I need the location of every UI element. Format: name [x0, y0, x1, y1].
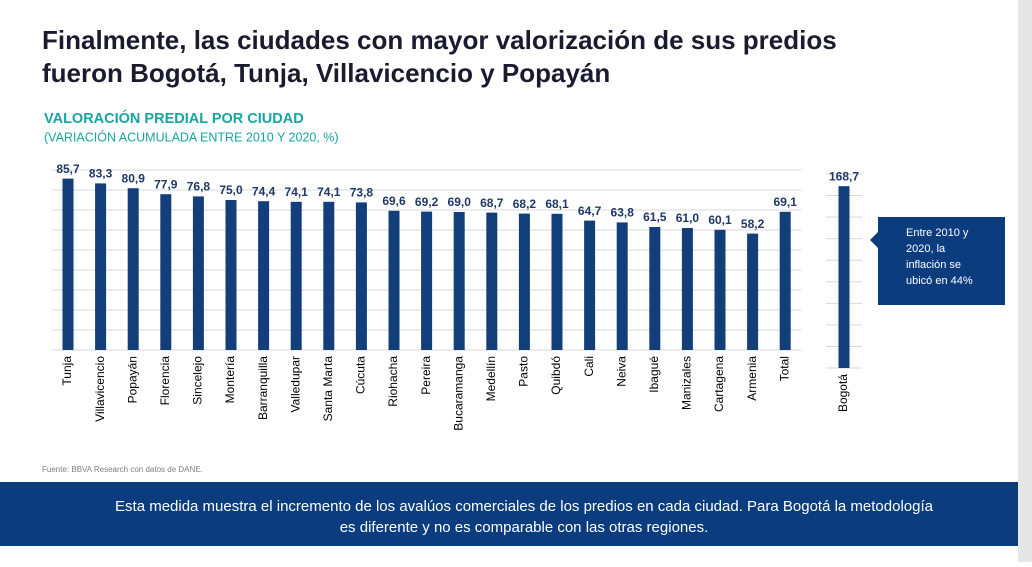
footer-text: Esta medida muestra el incremento de los… — [115, 498, 934, 515]
x-tick-label: Medellín — [484, 356, 498, 401]
x-tick-label: Neiva — [614, 356, 628, 387]
x-tick-label: Florencia — [158, 356, 172, 406]
slide-title: Finalmente, las ciudades con mayor valor… — [42, 25, 837, 55]
data-label: 69,2 — [415, 195, 439, 209]
footer-band — [0, 482, 1018, 546]
data-label: 77,9 — [154, 177, 178, 191]
bar — [421, 211, 433, 350]
data-label: 74,4 — [252, 184, 276, 198]
data-label: 73,8 — [350, 186, 374, 200]
source: Fuente: BBVA Research con datos de DANE. — [42, 465, 203, 474]
slide-title: fueron Bogotá, Tunja, Villavicencio y Po… — [42, 58, 610, 88]
bar — [192, 196, 204, 350]
bar — [388, 210, 400, 350]
x-tick-label: Montería — [223, 356, 237, 404]
bar — [486, 212, 498, 350]
data-label: 168,7 — [829, 169, 859, 183]
data-label: 68,1 — [545, 197, 569, 211]
callout-text: Entre 2010 y — [906, 227, 969, 239]
x-tick-label: Cartagena — [712, 356, 726, 412]
bar — [355, 202, 367, 350]
bar — [551, 213, 563, 350]
data-label: 64,7 — [578, 204, 602, 218]
x-tick-label: Sincelejo — [191, 356, 205, 405]
footer-text: es diferente y no es comparable con las … — [340, 519, 709, 536]
callout-text: 2020, la — [906, 243, 946, 255]
x-tick-label: Tunja — [60, 356, 74, 386]
data-label: 69,0 — [448, 195, 472, 209]
x-tick-label: Total — [777, 356, 791, 381]
bar — [323, 201, 335, 350]
data-label: 69,1 — [774, 195, 798, 209]
data-label: 61,0 — [676, 211, 700, 225]
bar — [453, 212, 465, 350]
bar — [838, 186, 850, 368]
x-tick-label: Bucaramanga — [451, 356, 465, 431]
data-label: 69,6 — [382, 194, 406, 208]
bar — [747, 233, 759, 350]
bar — [62, 178, 74, 350]
bar — [518, 213, 530, 350]
data-label: 74,1 — [285, 185, 309, 199]
x-tick-label: Bogotá — [836, 374, 850, 412]
data-label: 68,7 — [480, 196, 504, 210]
bar — [127, 188, 139, 350]
x-tick-label: Santa Marta — [321, 356, 335, 422]
data-label: 85,7 — [56, 162, 80, 176]
x-tick-label: Cúcuta — [354, 356, 368, 394]
chart-title: VALORACIÓN PREDIAL POR CIUDAD — [44, 109, 304, 127]
bar — [95, 183, 107, 350]
data-label: 58,2 — [741, 217, 765, 231]
bar — [258, 201, 270, 350]
bar — [584, 220, 596, 350]
bar — [160, 194, 172, 350]
chart-subtitle: (VARIACIÓN ACUMULADA ENTRE 2010 Y 2020, … — [44, 129, 339, 144]
data-label: 80,9 — [122, 171, 146, 185]
x-tick-label: Villavicencio — [93, 356, 107, 422]
x-tick-label: Barranquilla — [256, 356, 270, 420]
bar — [225, 200, 237, 350]
data-label: 75,0 — [219, 183, 243, 197]
x-tick-label: Armenia — [745, 356, 759, 401]
data-label: 68,2 — [513, 197, 537, 211]
x-tick-label: Riohacha — [386, 356, 400, 407]
x-tick-label: Cali — [582, 356, 596, 377]
x-tick-label: Quibdó — [549, 356, 563, 395]
bar — [616, 222, 628, 350]
data-label: 60,1 — [708, 213, 732, 227]
data-label: 76,8 — [187, 180, 211, 194]
bar — [649, 227, 661, 350]
x-tick-label: Pereira — [419, 356, 433, 395]
x-tick-label: Valledupar — [288, 356, 302, 412]
bar — [779, 211, 791, 350]
x-tick-label: Pasto — [517, 356, 531, 387]
data-label: 74,1 — [317, 185, 341, 199]
bar — [714, 229, 726, 350]
x-tick-label: Manizales — [680, 356, 694, 410]
x-tick-label: Popayán — [125, 356, 139, 403]
callout-box — [870, 217, 1005, 305]
edge — [1018, 0, 1032, 562]
data-label: 83,3 — [89, 167, 113, 181]
data-label: 63,8 — [611, 206, 635, 220]
bar — [290, 201, 302, 350]
callout-text: inflación se — [906, 259, 961, 271]
bar — [681, 228, 693, 350]
data-label: 61,5 — [643, 210, 667, 224]
callout-text: ubicó en 44% — [906, 275, 973, 287]
x-tick-label: Ibagué — [647, 356, 661, 393]
